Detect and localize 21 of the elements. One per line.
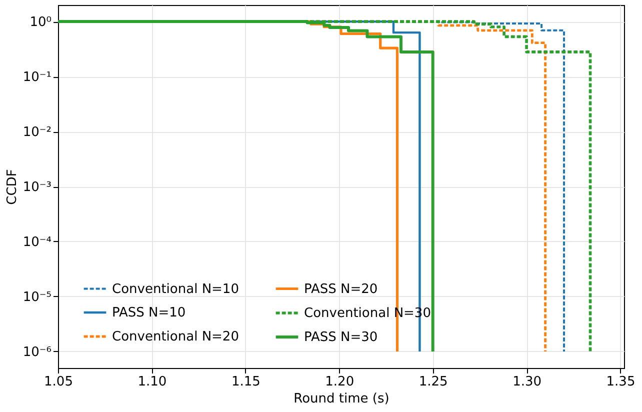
y-tick-label: 10⁰: [30, 15, 52, 30]
y-tick-label: 10⁻¹: [22, 70, 52, 86]
legend-label: Conventional N=20: [112, 330, 239, 344]
y-axis-title: CCDF: [4, 169, 20, 205]
x-tick-label: 1.10: [138, 374, 167, 390]
y-tick-label: 10⁻⁵: [22, 290, 52, 305]
legend-label: PASS N=30: [304, 330, 378, 345]
legend-label: PASS N=10: [112, 306, 186, 320]
x-tick-label: 1.35: [606, 374, 636, 390]
y-tick-label: 10⁻³: [22, 180, 52, 195]
y-tick-label: 10⁻⁴: [22, 234, 52, 250]
x-tick-label: 1.25: [418, 374, 448, 390]
y-tick-label: 10⁻⁶: [22, 344, 52, 360]
x-axis-title: Round time (s): [294, 392, 390, 406]
x-tick-label: 1.15: [231, 374, 260, 390]
y-tick-label: 10⁻²: [22, 125, 52, 140]
x-tick-label: 1.30: [512, 374, 542, 390]
legend-label: PASS N=20: [304, 282, 378, 297]
x-tick-label: 1.05: [44, 374, 73, 390]
legend-label: Conventional N=10: [112, 282, 239, 297]
x-tick-label: 1.20: [325, 374, 354, 390]
